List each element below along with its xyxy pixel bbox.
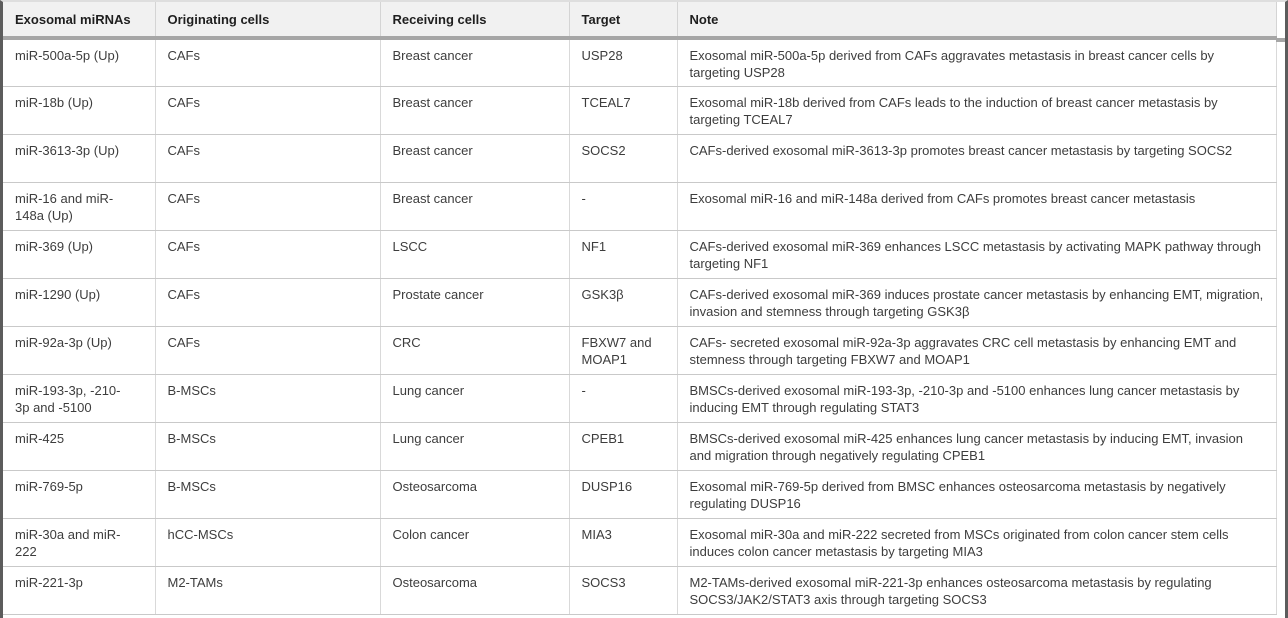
cell-note: CAFs-derived exosomal miR-369 enhances L… [677,230,1277,279]
cell-originating-cells: B-MSCs [155,374,381,423]
table-row: miR-1290 (Up) CAFs Prostate cancer GSK3β… [3,278,1277,327]
cell-target: SOCS2 [569,134,678,183]
table-row: miR-500a-5p (Up) CAFs Breast cancer USP2… [3,38,1277,87]
cell-exosomal-mirna: miR-369 (Up) [3,230,156,279]
cell-receiving-cells: Breast cancer [380,86,570,135]
cell-exosomal-mirna: miR-16 and miR-148a (Up) [3,182,156,231]
cell-note: M2-TAMs-derived exosomal miR-221-3p enha… [677,566,1277,615]
cell-target: NF1 [569,230,678,279]
cell-originating-cells: CAFs [155,86,381,135]
cell-note: CAFs- secreted exosomal miR-92a-3p aggra… [677,326,1277,375]
cell-target: SOCS3 [569,566,678,615]
cell-originating-cells: CAFs [155,134,381,183]
cell-exosomal-mirna: miR-92a-3p (Up) [3,326,156,375]
header-row: Exosomal miRNAs Originating cells Receiv… [3,2,1277,40]
cell-originating-cells: B-MSCs [155,422,381,471]
cell-note: BMSCs-derived exosomal miR-425 enhances … [677,422,1277,471]
cell-receiving-cells: Lung cancer [380,374,570,423]
column-header-exosomal-mirnas: Exosomal miRNAs [3,2,156,40]
column-header-receiving-cells: Receiving cells [380,2,570,40]
cell-originating-cells: CAFs [155,182,381,231]
column-header-target: Target [569,2,678,40]
cell-receiving-cells: Lung cancer [380,422,570,471]
cell-originating-cells: CAFs [155,326,381,375]
cell-exosomal-mirna: miR-425 [3,422,156,471]
cell-target: MIA3 [569,518,678,567]
cell-receiving-cells: Osteosarcoma [380,470,570,519]
column-header-originating-cells: Originating cells [155,2,381,40]
table-row: miR-369 (Up) CAFs LSCC NF1 CAFs-derived … [3,230,1277,279]
cell-receiving-cells: Prostate cancer [380,278,570,327]
cell-exosomal-mirna: miR-500a-5p (Up) [3,38,156,87]
cell-exosomal-mirna: miR-18b (Up) [3,86,156,135]
cell-exosomal-mirna: miR-221-3p [3,566,156,615]
cell-note: Exosomal miR-30a and miR-222 secreted fr… [677,518,1277,567]
cell-exosomal-mirna: miR-3613-3p (Up) [3,134,156,183]
cell-originating-cells: CAFs [155,278,381,327]
cell-receiving-cells: Breast cancer [380,182,570,231]
table-header: Exosomal miRNAs Originating cells Receiv… [3,2,1277,40]
cell-originating-cells: CAFs [155,230,381,279]
table-row: miR-30a and miR-222 hCC-MSCs Colon cance… [3,518,1277,567]
column-header-note: Note [677,2,1277,40]
cell-target: FBXW7 and MOAP1 [569,326,678,375]
cell-note: Exosomal miR-18b derived from CAFs leads… [677,86,1277,135]
table-body: miR-500a-5p (Up) CAFs Breast cancer USP2… [3,38,1277,615]
cell-exosomal-mirna: miR-193-3p, -210-3p and -5100 [3,374,156,423]
cell-receiving-cells: Colon cancer [380,518,570,567]
cell-originating-cells: hCC-MSCs [155,518,381,567]
cell-note: BMSCs-derived exosomal miR-193-3p, -210-… [677,374,1277,423]
cell-receiving-cells: Breast cancer [380,38,570,87]
cell-note: Exosomal miR-16 and miR-148a derived fro… [677,182,1277,231]
table-row: miR-769-5p B-MSCs Osteosarcoma DUSP16 Ex… [3,470,1277,519]
header-separator [1276,38,1285,42]
table-row: miR-18b (Up) CAFs Breast cancer TCEAL7 E… [3,86,1277,135]
cell-target: USP28 [569,38,678,87]
cell-originating-cells: CAFs [155,38,381,87]
table-row: miR-221-3p M2-TAMs Osteosarcoma SOCS3 M2… [3,566,1277,615]
table-row: miR-3613-3p (Up) CAFs Breast cancer SOCS… [3,134,1277,183]
cell-exosomal-mirna: miR-1290 (Up) [3,278,156,327]
table-row: miR-16 and miR-148a (Up) CAFs Breast can… [3,182,1277,231]
cell-receiving-cells: CRC [380,326,570,375]
cell-receiving-cells: LSCC [380,230,570,279]
cell-target: TCEAL7 [569,86,678,135]
cell-note: Exosomal miR-769-5p derived from BMSC en… [677,470,1277,519]
cell-originating-cells: M2-TAMs [155,566,381,615]
cell-target: DUSP16 [569,470,678,519]
table-row: miR-92a-3p (Up) CAFs CRC FBXW7 and MOAP1… [3,326,1277,375]
cell-note: CAFs-derived exosomal miR-369 induces pr… [677,278,1277,327]
cell-exosomal-mirna: miR-769-5p [3,470,156,519]
cell-target: - [569,182,678,231]
table-row: miR-425 B-MSCs Lung cancer CPEB1 BMSCs-d… [3,422,1277,471]
cell-originating-cells: B-MSCs [155,470,381,519]
cell-target: GSK3β [569,278,678,327]
exosomal-mirna-table: Exosomal miRNAs Originating cells Receiv… [3,2,1277,615]
cell-target: CPEB1 [569,422,678,471]
cell-receiving-cells: Breast cancer [380,134,570,183]
cell-target: - [569,374,678,423]
table-row: miR-193-3p, -210-3p and -5100 B-MSCs Lun… [3,374,1277,423]
cell-note: CAFs-derived exosomal miR-3613-3p promot… [677,134,1277,183]
cell-exosomal-mirna: miR-30a and miR-222 [3,518,156,567]
cell-receiving-cells: Osteosarcoma [380,566,570,615]
cell-note: Exosomal miR-500a-5p derived from CAFs a… [677,38,1277,87]
